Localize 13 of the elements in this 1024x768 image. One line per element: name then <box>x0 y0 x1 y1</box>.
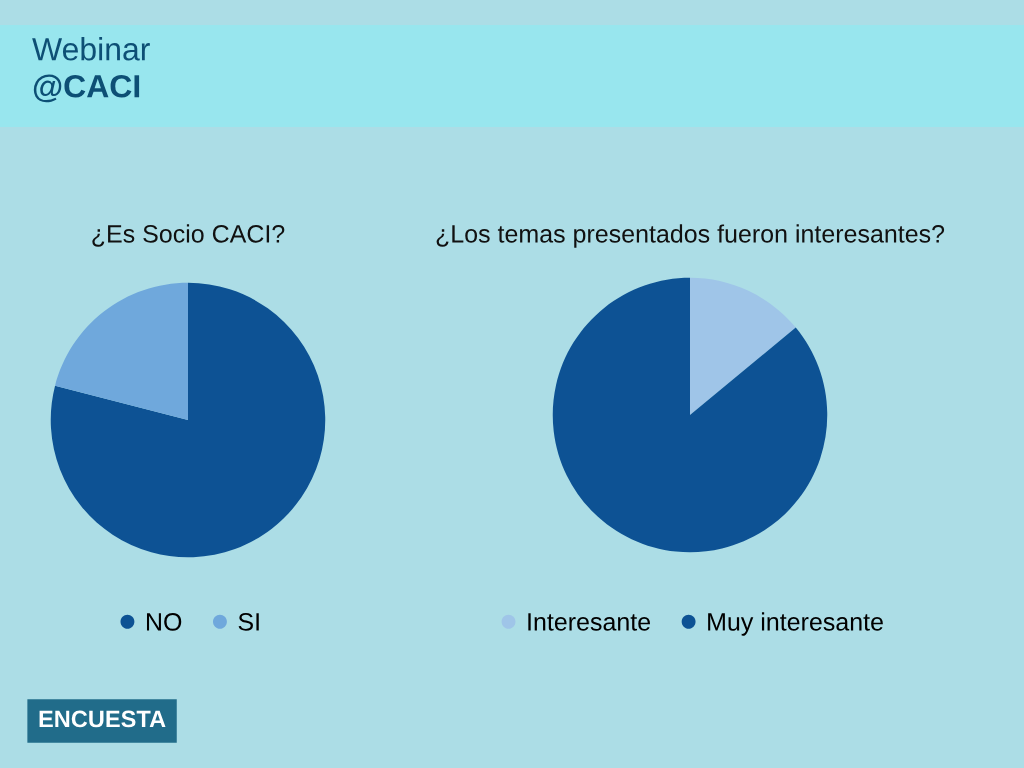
pie-slice <box>50 282 326 558</box>
legend-label: Interesante <box>528 613 651 631</box>
pie-slice <box>552 277 828 553</box>
pie-slice <box>55 282 188 420</box>
chart-title: ¿Es Socio CACI? <box>92 224 285 247</box>
text: @CACI <box>33 74 140 103</box>
legend-label: Muy interesante <box>708 612 883 636</box>
legend-label: NO <box>146 613 182 631</box>
pie-slice <box>690 277 796 415</box>
text: ENCUESTA <box>39 710 166 728</box>
legend-label: SI <box>238 613 259 631</box>
chart-title: ¿Los temas presentados fueron interesantes? <box>436 224 945 248</box>
text: Webinar <box>32 37 150 61</box>
